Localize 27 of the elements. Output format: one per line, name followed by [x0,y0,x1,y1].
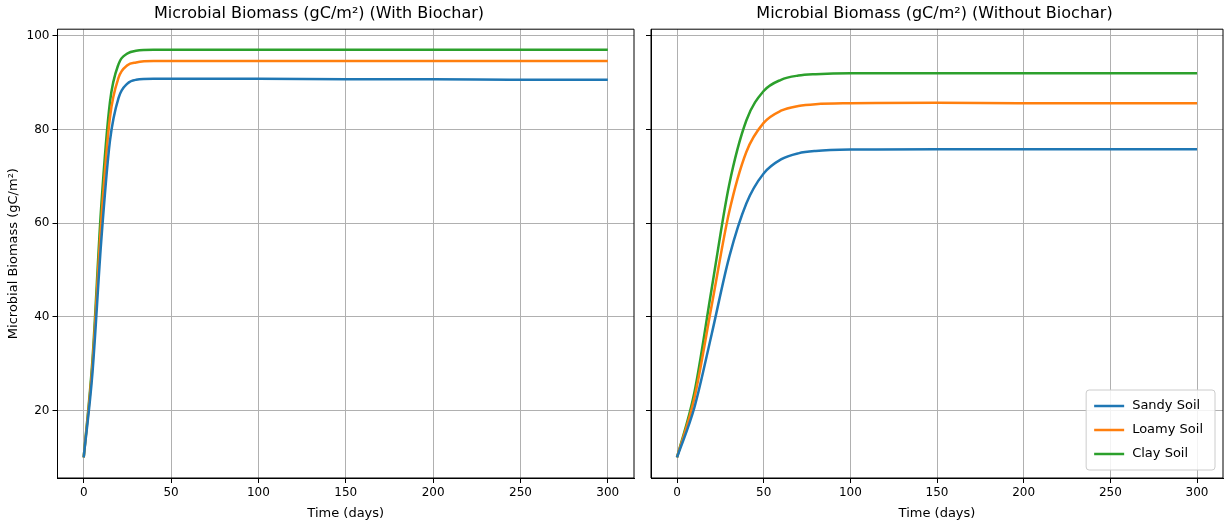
x-tick-label: 50 [163,485,179,500]
x-tick-label: 100 [246,485,270,500]
y-axis-title: Microbial Biomass (gC/m²) [5,168,21,340]
x-tick-label: 0 [79,485,88,500]
legend-label: Sandy Soil [1132,397,1201,413]
x-tick-label: 200 [421,485,445,500]
x-axis-title: Time (days) [306,504,385,520]
legend-label: Clay Soil [1132,445,1189,461]
x-axis-title: Time (days) [897,504,976,520]
x-tick-label: 200 [1012,485,1036,500]
legend-label: Loamy Soil [1132,421,1204,437]
x-tick-label: 0 [673,485,681,500]
x-tick-label: 100 [838,485,862,500]
y-tick-label: 100 [26,27,50,42]
x-tick-label: 300 [1185,485,1209,500]
x-tick-label: 250 [1098,485,1122,500]
x-tick-label: 50 [756,485,772,500]
y-tick-label: 40 [34,308,50,323]
y-tick-label: 60 [34,215,50,230]
x-tick-label: 150 [925,485,949,500]
x-tick-label: 150 [334,485,358,500]
y-tick-label: 80 [34,121,50,136]
y-tick-label: 20 [34,402,50,417]
x-tick-label: 300 [596,485,620,500]
chart-title: Microbial Biomass (gC/m²) (With Biochar) [153,2,485,22]
chart-title: Microbial Biomass (gC/m²) (Without Biochar) [756,2,1113,22]
x-tick-label: 250 [508,485,532,500]
